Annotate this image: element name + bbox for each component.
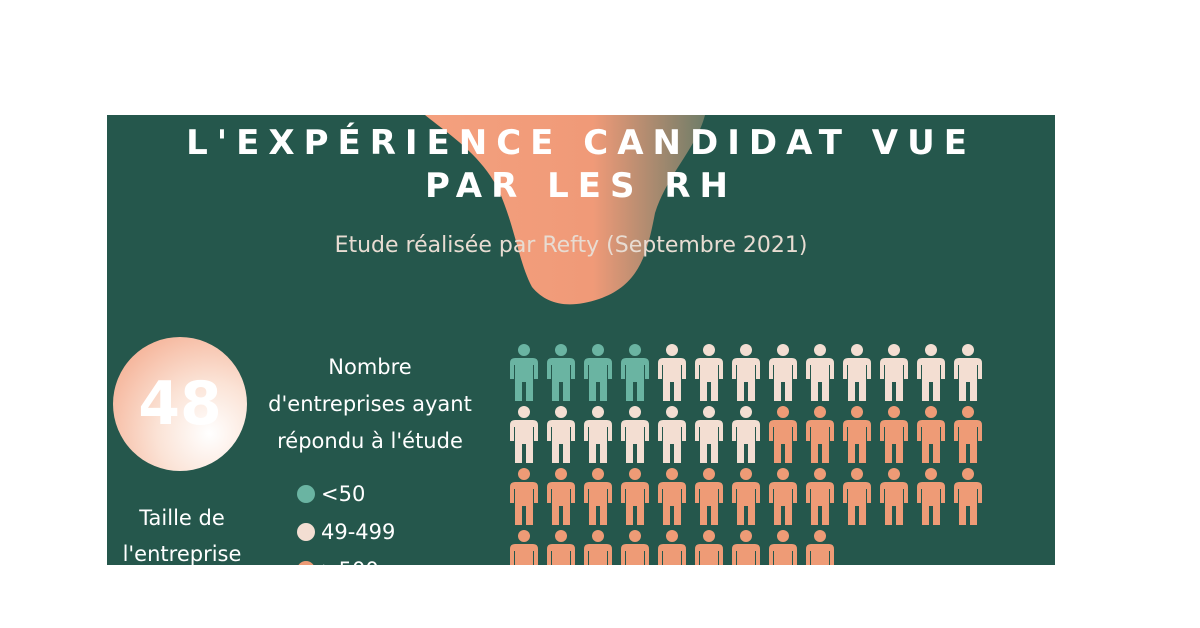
legend-label: 49-499 <box>321 520 396 544</box>
legend-title-line: Taille de <box>139 506 225 530</box>
legend: <50 49-499 >500 <box>297 475 395 565</box>
person-icon <box>954 406 982 463</box>
person-icon <box>695 344 723 401</box>
person-icon <box>510 344 538 401</box>
legend-item-small: <50 <box>297 475 395 513</box>
person-icon <box>510 468 538 525</box>
person-icon <box>658 406 686 463</box>
person-icon <box>732 468 760 525</box>
person-icon <box>769 406 797 463</box>
legend-dot-salmon <box>297 561 315 565</box>
person-icon <box>806 530 834 565</box>
person-icon <box>732 530 760 565</box>
person-icon <box>621 406 649 463</box>
person-icon <box>954 468 982 525</box>
legend-label: >500 <box>321 558 379 565</box>
person-icon <box>584 530 612 565</box>
person-icon <box>843 344 871 401</box>
person-icon <box>584 406 612 463</box>
person-icon <box>695 530 723 565</box>
decorative-drop-shape <box>425 115 705 305</box>
person-icon <box>806 468 834 525</box>
person-icon <box>695 468 723 525</box>
person-icon <box>547 406 575 463</box>
stat-circle <box>113 337 247 471</box>
person-icon <box>547 468 575 525</box>
stat-description: Nombre d'entreprises ayant répondu à l'é… <box>249 349 491 460</box>
person-icon <box>843 468 871 525</box>
person-icon <box>769 344 797 401</box>
stat-description-line: d'entreprises ayant <box>268 392 472 416</box>
person-icon <box>917 406 945 463</box>
person-icon <box>769 468 797 525</box>
legend-dot-cream <box>297 523 315 541</box>
person-icon <box>732 406 760 463</box>
person-icon <box>732 344 760 401</box>
legend-title-line: l'entreprise <box>122 542 242 565</box>
person-icon <box>917 468 945 525</box>
stat-value: 48 <box>138 369 222 439</box>
person-icon <box>621 530 649 565</box>
page-title: L'EXPÉRIENCE CANDIDAT VUE <box>186 123 976 163</box>
person-icon <box>621 344 649 401</box>
legend-item-medium: 49-499 <box>297 513 395 551</box>
person-icon <box>547 530 575 565</box>
legend-label: <50 <box>321 482 366 506</box>
person-icon <box>880 406 908 463</box>
person-icon <box>658 530 686 565</box>
person-icon <box>917 344 945 401</box>
person-icon <box>547 344 575 401</box>
legend-title: Taille de l'entreprise <box>107 500 257 565</box>
infographic-panel: L'EXPÉRIENCE CANDIDAT VUE PAR LES RH Etu… <box>107 115 1055 565</box>
person-icon <box>621 468 649 525</box>
person-icon <box>510 530 538 565</box>
stat-description-line: répondu à l'étude <box>277 429 463 453</box>
person-icon <box>769 530 797 565</box>
person-icon <box>584 344 612 401</box>
person-icon <box>880 344 908 401</box>
legend-dot-teal <box>297 485 315 503</box>
stat-description-line: Nombre <box>328 355 412 379</box>
subtitle: Etude réalisée par Refty (Septembre 2021… <box>334 233 808 258</box>
person-icon <box>658 344 686 401</box>
person-icon <box>806 344 834 401</box>
person-icon <box>695 406 723 463</box>
person-icon <box>954 344 982 401</box>
page-title-line-2: PAR LES RH <box>425 166 737 206</box>
legend-item-large: >500 <box>297 551 395 565</box>
person-icon <box>510 406 538 463</box>
person-icon <box>658 468 686 525</box>
person-icon <box>880 468 908 525</box>
person-icon <box>584 468 612 525</box>
person-icon <box>843 406 871 463</box>
person-icon <box>806 406 834 463</box>
